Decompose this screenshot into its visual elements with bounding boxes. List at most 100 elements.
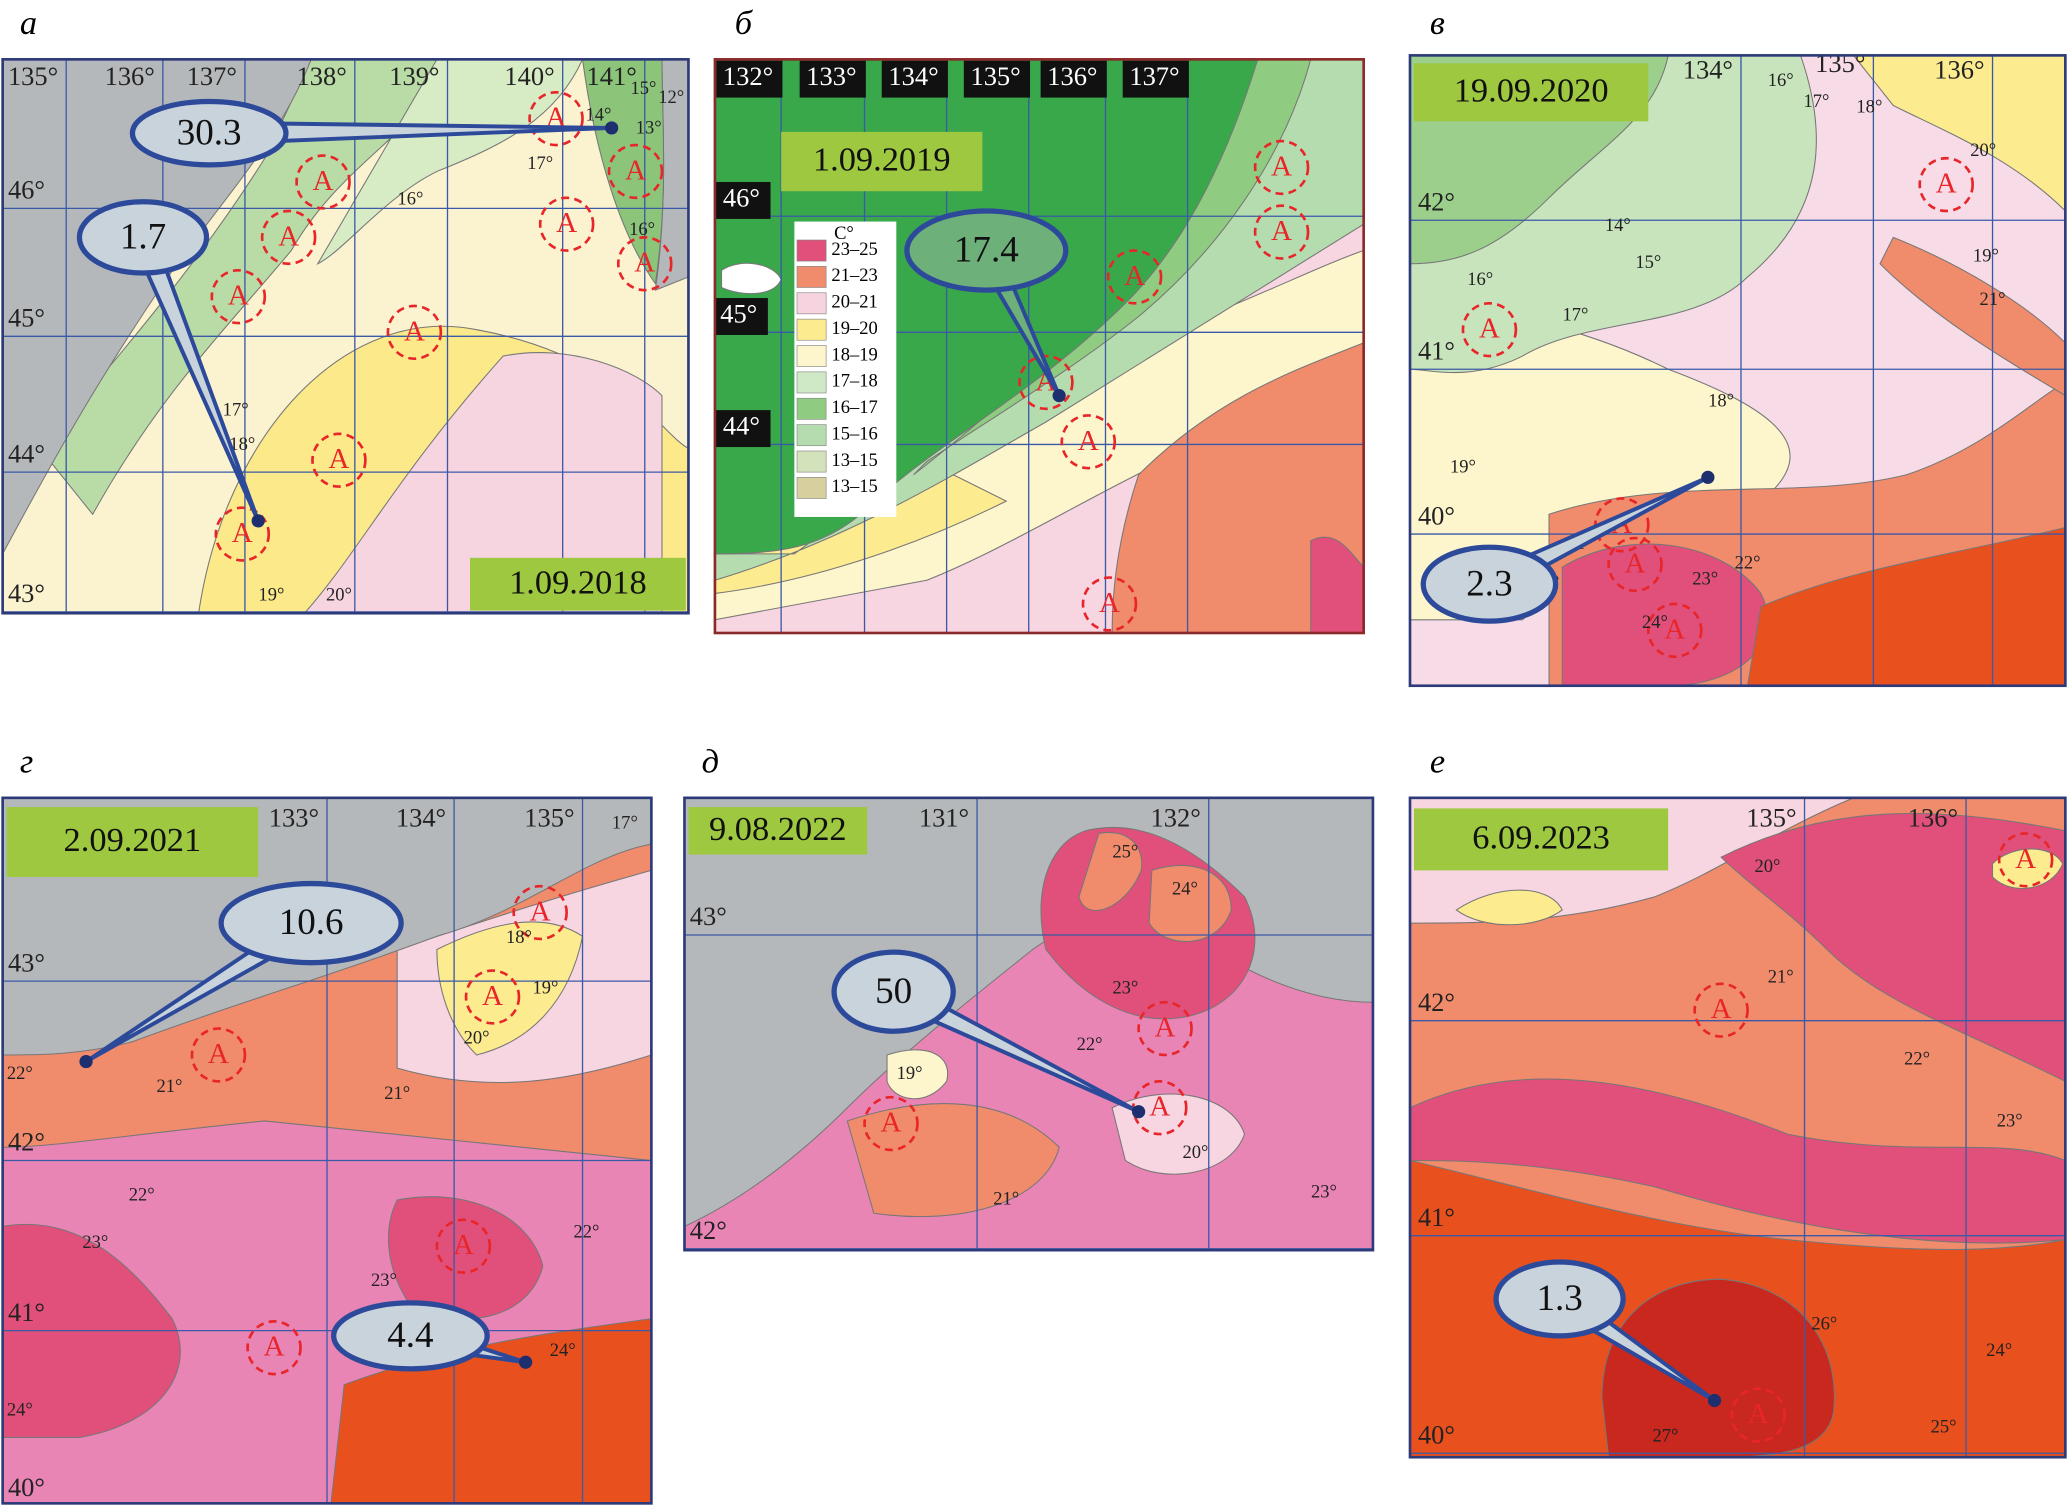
legend-label: 15–16 xyxy=(831,423,877,443)
eddy-ring xyxy=(1461,301,1518,358)
eddy-label: А xyxy=(634,247,655,279)
date-box xyxy=(470,557,686,611)
callout-bubble xyxy=(904,208,1069,293)
callout-bubble xyxy=(1420,544,1559,624)
longitude-label: 135° xyxy=(1746,802,1796,832)
eddy-label: А xyxy=(1748,1398,1769,1430)
eddy-ring xyxy=(1646,602,1703,659)
callout-value: 2.3 xyxy=(1466,563,1512,604)
latitude-label: 42° xyxy=(690,1215,727,1245)
isotherm-label: 24° xyxy=(1986,1340,2012,1360)
isotherm-label: 23° xyxy=(82,1232,108,1252)
eddy-ring xyxy=(214,506,271,562)
legend-swatch xyxy=(796,424,827,447)
date-label: 9.08.2022 xyxy=(709,810,847,848)
isotherm-label: 24° xyxy=(1642,612,1668,632)
map-panel: г А А А А А 17° 18° 19° 20° 21° 21° 22° 22° 22° 23° 23° 2… xyxy=(1,743,653,1505)
temperature-zone xyxy=(1720,812,2066,1082)
isotherm-label: 18° xyxy=(229,434,255,454)
eddy-label: А xyxy=(453,1229,474,1261)
longitude-label: 136° xyxy=(105,61,155,91)
eddy-label: А xyxy=(482,980,503,1012)
legend-label: 16–17 xyxy=(831,397,877,417)
eddy-ring xyxy=(1081,576,1138,632)
latitude-label: 43° xyxy=(8,947,45,977)
eddy-label: А xyxy=(1099,587,1120,619)
eddy-label: А xyxy=(208,1038,229,1070)
latitude-label: 46° xyxy=(723,183,760,213)
callout-value: 10.6 xyxy=(279,902,344,943)
legend-label: 18–19 xyxy=(831,344,877,364)
map-body: А А А 20° 21° 22° 23° 26° 24° 27° 25° 135° 136° 42° 41… xyxy=(1410,797,2066,1458)
temperature-zone xyxy=(1111,1093,1246,1175)
label-box xyxy=(714,298,768,335)
legend-label: 23–25 xyxy=(831,239,877,259)
isotherm-label: 19° xyxy=(1450,456,1476,476)
eddy-ring xyxy=(1693,982,1749,1038)
isotherm-label: 21° xyxy=(384,1083,410,1103)
legend-label: 21–23 xyxy=(831,265,877,285)
eddy-ring xyxy=(1607,536,1663,593)
map-panel: е А А А 20° 21° 22° 23° 26° 24° 27° 25° 135° 136° 42° 4… xyxy=(1408,743,2067,1459)
legend-swatch xyxy=(796,239,827,262)
isotherm-label: 18° xyxy=(506,927,532,947)
isotherm-label: 19° xyxy=(897,1063,923,1083)
station-point xyxy=(1052,389,1066,403)
longitude-label: 133° xyxy=(269,802,319,832)
isotherm-label: 20° xyxy=(1754,856,1780,876)
label-box xyxy=(714,410,771,448)
isotherm-label: 17° xyxy=(1803,91,1829,111)
eddy-ring xyxy=(260,209,317,266)
station-point xyxy=(251,514,265,528)
longitude-label: 135° xyxy=(8,61,58,91)
isotherm-label: 26° xyxy=(1811,1314,1837,1334)
longitude-label: 140° xyxy=(504,61,554,91)
eddy-label: А xyxy=(1078,425,1099,457)
date-box xyxy=(688,807,868,855)
latitude-label: 40° xyxy=(1418,1420,1455,1450)
isotherm-label: 17° xyxy=(223,400,249,420)
eddy-label: А xyxy=(1711,993,1732,1025)
callout-bubble xyxy=(831,949,956,1034)
eddy-ring xyxy=(464,969,521,1025)
temperature-zone xyxy=(846,1103,1060,1218)
callout-value: 4.4 xyxy=(387,1315,433,1356)
longitude-label: 136° xyxy=(1047,61,1097,91)
temperature-zone xyxy=(388,1196,544,1320)
legend-label: 13–15 xyxy=(831,476,877,496)
latitude-label: 43° xyxy=(8,578,45,608)
longitude-label: 132° xyxy=(1151,802,1201,832)
eddy-label: А xyxy=(1936,168,1957,200)
isotherm-label: 15° xyxy=(630,78,656,98)
label-box xyxy=(963,60,1031,98)
panel-frame xyxy=(1408,54,2067,688)
temperature-zone xyxy=(1455,889,1563,926)
longitude-label: 134° xyxy=(396,802,446,832)
temperature-zone xyxy=(316,59,584,266)
legend-swatch xyxy=(796,371,827,394)
isotherm-label: 18° xyxy=(1856,96,1882,116)
panel-letter: б xyxy=(735,4,754,42)
longitude-label: 136° xyxy=(1934,55,1984,85)
station-point xyxy=(79,1054,93,1069)
date-label: 2.09.2021 xyxy=(64,821,202,859)
eddy-label: А xyxy=(404,315,425,347)
callout-value: 30.3 xyxy=(177,112,242,153)
isotherm-label: 16° xyxy=(1467,269,1493,289)
latitude-label: 44° xyxy=(8,438,45,468)
latitude-label: 41° xyxy=(1418,1202,1455,1232)
isotherm-label: 20° xyxy=(1970,140,1996,160)
eddy-label: А xyxy=(232,517,253,549)
map-body: ААААА16°17°18°20°14°15°16°17°19°21°18°19… xyxy=(1410,55,2066,686)
eddy-label: А xyxy=(313,165,334,197)
eddy-ring xyxy=(1730,1387,1786,1443)
legend-swatch xyxy=(796,477,827,499)
callout-bubble xyxy=(129,98,289,168)
eddy-label: А xyxy=(1124,260,1145,292)
latitude-label: 41° xyxy=(1418,336,1455,366)
date-label: 6.09.2023 xyxy=(1472,819,1610,857)
longitude-label: 132° xyxy=(723,61,773,91)
isotherm-label: 25° xyxy=(1112,841,1138,861)
